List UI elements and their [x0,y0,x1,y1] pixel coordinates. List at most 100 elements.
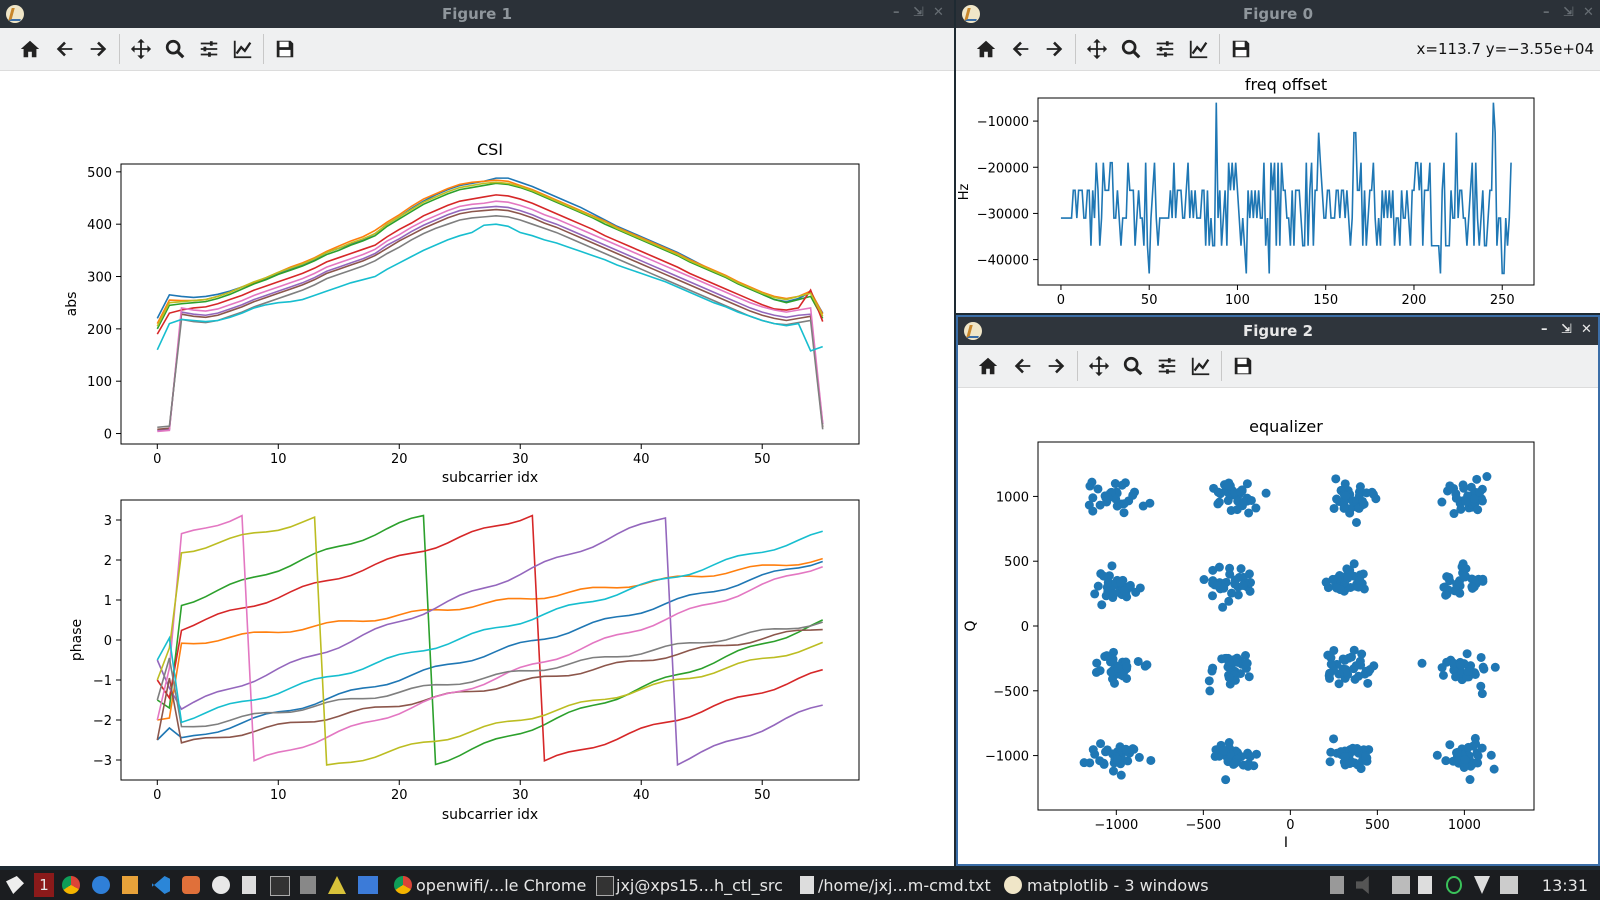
maximize-icon[interactable]: ⇲ [1561,322,1572,337]
calculator-launcher-icon[interactable] [300,876,316,894]
scatter-point [1455,588,1465,598]
clipboard-tray-icon[interactable] [1330,876,1344,894]
close-icon[interactable]: ✕ [1583,5,1594,20]
text-editor-launcher-icon[interactable] [242,876,256,894]
scatter-point [1490,662,1500,672]
scatter-point [1085,481,1095,491]
task-matplotlib[interactable]: matplotlib - 3 windows [1027,876,1209,895]
start-menu-icon[interactable] [6,876,24,894]
maximize-icon[interactable]: ⇲ [1563,5,1574,20]
wifi-tray-icon[interactable] [1474,876,1490,894]
scatter-point [1242,658,1252,668]
scatter-point [1123,756,1133,766]
y-tick-label: −3 [93,754,112,769]
scatter-point [1108,647,1118,657]
back-arrow-icon[interactable] [1008,36,1034,62]
home-icon[interactable] [973,36,999,62]
scatter-point [1371,494,1381,504]
scatter-point [1432,750,1442,760]
edit-axes-icon[interactable] [1186,36,1212,62]
zoom-icon[interactable] [162,36,188,62]
scatter-point [1116,577,1126,587]
chrome-task-icon[interactable] [394,876,412,894]
scatter-point [1460,755,1470,765]
edit-axes-icon[interactable] [230,36,256,62]
phase-lines [156,514,824,767]
edit-axes-icon[interactable] [1188,353,1214,379]
scatter-point [1088,506,1098,516]
scatter-point [1099,758,1109,768]
scatter-point [1142,660,1152,670]
figure-2-titlebar[interactable]: Figure 2 – ⇲ ✕ [958,317,1598,345]
figure-0-titlebar[interactable]: Figure 0 – ⇲ ✕ [956,0,1600,28]
terminal-task-icon[interactable] [596,876,614,896]
back-arrow-icon[interactable] [52,36,78,62]
configure-subplots-icon[interactable] [196,36,222,62]
x-tick-label: 0 [1286,818,1294,833]
save-icon[interactable] [1230,353,1256,379]
minimize-icon[interactable]: – [893,5,900,20]
file-manager-launcher-icon[interactable] [358,876,378,894]
keyboard-tray-icon[interactable] [1392,876,1410,894]
scatter-point [1117,480,1127,490]
close-icon[interactable]: ✕ [933,5,944,20]
terminal-launcher-icon[interactable] [270,876,290,896]
back-arrow-icon[interactable] [1010,353,1036,379]
workspace-indicator[interactable]: 1 [34,873,54,897]
phase-axes-frame [120,499,860,781]
minimize-icon[interactable]: – [1543,5,1550,20]
status-tray-icon[interactable] [1446,876,1462,894]
download-launcher-icon[interactable] [122,876,138,894]
zoom-icon[interactable] [1118,36,1144,62]
scatter-point [1134,752,1144,762]
home-icon[interactable] [975,353,1001,379]
task-text-file[interactable]: /home/jxj...m-cmd.txt [818,876,991,895]
home-icon[interactable] [17,36,43,62]
pan-icon[interactable] [1086,353,1112,379]
scatter-point [1465,775,1475,785]
task-chrome[interactable]: openwifi/...le Chrome [416,876,587,895]
scatter-point [1329,734,1339,744]
matplotlib-task-icon[interactable] [1004,876,1022,894]
save-icon[interactable] [1228,36,1254,62]
compass-launcher-icon[interactable] [92,876,110,894]
window-title: Figure 2 [1242,322,1314,340]
minimize-icon[interactable]: – [1541,322,1548,337]
chromium-launcher-icon[interactable] [182,876,200,894]
chrome-launcher-icon[interactable] [62,876,80,894]
scatter-point [1107,561,1117,571]
scatter-point [1478,574,1488,584]
scatter-point [1353,582,1363,592]
scatter-point [1329,503,1339,513]
pan-icon[interactable] [128,36,154,62]
figure-1-titlebar[interactable]: Figure 1 – ⇲ ✕ [0,0,954,28]
freq-offset-plot-canvas[interactable]: freq offset Hz 0 50 100 150 200 250 −40000 −300… [956,70,1600,313]
scatter-point [1461,496,1471,506]
scatter-point [1326,659,1336,669]
notes-tray-icon[interactable] [1418,876,1432,894]
text-file-task-icon[interactable] [800,876,814,894]
csi-plot-canvas[interactable]: CSI abs subcarrier idx 0 10 20 30 40 50010020… [0,70,954,866]
scatter-point [1445,740,1455,750]
scatter-point [1214,562,1224,572]
matplotlib-app-icon [962,5,980,23]
forward-arrow-icon[interactable] [85,36,111,62]
slack-launcher-icon[interactable] [212,876,230,894]
notification-tray-icon[interactable] [1500,876,1518,894]
vscode-launcher-icon[interactable] [152,876,170,894]
configure-subplots-icon[interactable] [1152,36,1178,62]
close-icon[interactable]: ✕ [1581,322,1592,337]
pan-icon[interactable] [1084,36,1110,62]
app-launcher-icon[interactable] [328,876,346,894]
save-icon[interactable] [272,36,298,62]
maximize-icon[interactable]: ⇲ [913,5,924,20]
forward-arrow-icon[interactable] [1043,353,1069,379]
zoom-icon[interactable] [1120,353,1146,379]
forward-arrow-icon[interactable] [1041,36,1067,62]
configure-subplots-icon[interactable] [1154,353,1180,379]
equalizer-plot-canvas[interactable]: equalizer I Q −1000 −500 0 500 1000 −1000 −500… [958,387,1598,864]
volume-tray-icon[interactable] [1356,876,1369,894]
navigation-toolbar [0,28,954,71]
scatter-point [1096,739,1106,749]
task-terminal[interactable]: jxj@xps15...h_ctl_src [616,876,783,895]
